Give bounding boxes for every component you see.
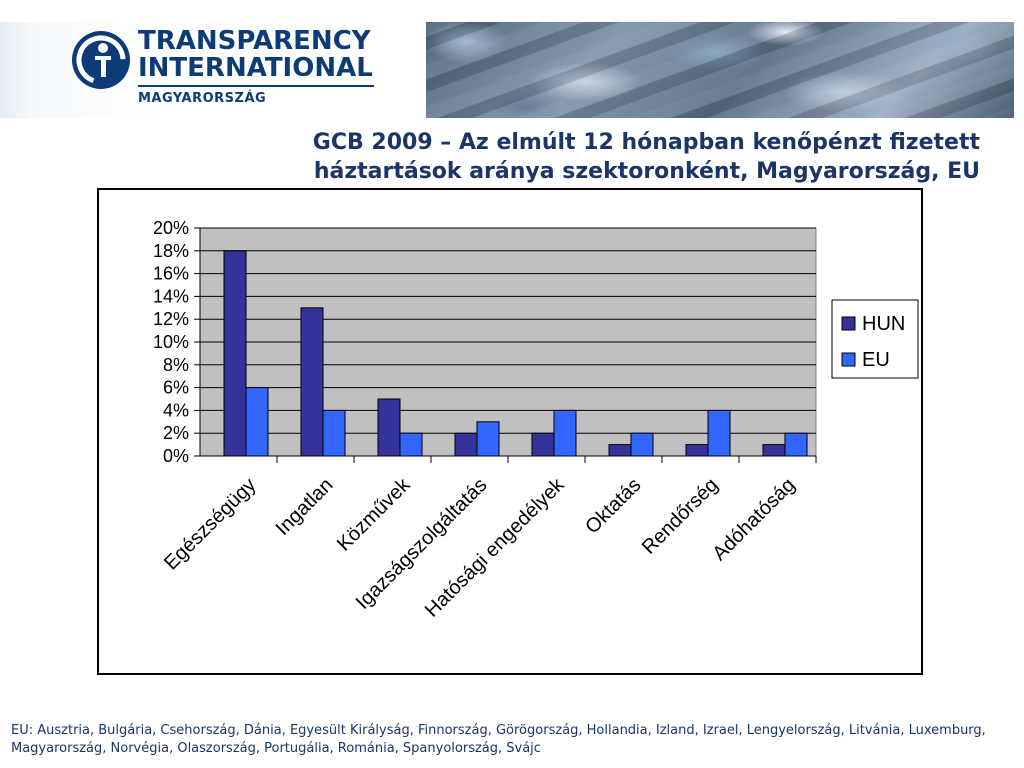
y-tick-label: 2% [163,423,189,443]
bar-eu [322,409,346,457]
y-tick-label: 16% [153,264,189,284]
bar-hun [454,432,478,457]
slide-title-line-2: háztartások aránya szektoronként, Magyar… [313,159,980,184]
x-category-label: Igazságszolgáltatás [352,474,492,614]
slide-title: GCB 2009 – Az elmúlt 12 hónapban kenőpén… [160,128,980,186]
bar-eu [707,409,731,457]
y-tick-label: 0% [163,446,189,466]
bar-hun [685,444,709,457]
footnote: EU: Ausztria, Bulgária, Csehország, Dáni… [11,723,986,756]
bar-hun [223,250,247,457]
x-category-label: Hatósági engedélyek [421,473,569,621]
y-tick-label: 12% [153,309,189,329]
bar-hun [608,444,632,457]
logo-area: TRANSPARENCY INTERNATIONAL MAGYARORSZÁG [0,22,426,118]
x-category-label: Oktatás [581,474,645,538]
x-category-label: Adóhatóság [708,474,799,565]
x-category-label: Egészségügy [160,474,260,574]
y-tick-label: 4% [163,400,189,420]
bar-eu [553,409,577,457]
logo-line-international: INTERNATIONAL [138,53,373,83]
y-tick-label: 10% [153,332,189,352]
logo-line-transparency: TRANSPARENCY [138,26,371,56]
bar-hun [531,432,555,457]
legend-label-hun: HUN [862,313,905,335]
bar-eu [784,432,808,457]
bar-hun [300,307,324,457]
logo-line-country: MAGYARORSZÁG [138,91,267,106]
y-tick-label: 14% [153,286,189,306]
bar-chart: 0%2%4%6%8%10%12%14%16%18%20%Egészségügy I… [153,218,919,622]
bar-eu [399,432,423,457]
x-category-label: Rendőrség [638,474,723,559]
logo-divider [138,85,374,87]
y-tick-label: 8% [163,355,189,375]
stone-texture-overlay [426,22,1014,118]
bar-hun [762,444,786,457]
header-banner: TRANSPARENCY INTERNATIONAL MAGYARORSZÁG [0,22,1014,118]
bar-eu [630,432,654,457]
bar-eu [476,421,500,457]
y-tick-label: 18% [153,241,189,261]
x-category-label: Közművek [333,473,415,555]
chart-frame: 0% 2% 4% 6% 8% 10% 12% 14% 16% 18% 20% Egészségügy I… [97,188,923,675]
legend-swatch-hun [841,316,856,331]
y-tick-label: 6% [163,378,189,398]
x-category-label: Ingatlan [272,474,338,540]
bar-eu [245,387,269,457]
slide-title-line-1: GCB 2009 – Az elmúlt 12 hónapban kenőpén… [312,130,980,155]
legend-label-eu: EU [862,349,890,371]
bar-hun [377,398,401,457]
stone-texture-banner [426,22,1014,118]
ti-logo-icon [72,31,130,89]
logo-wordmark: TRANSPARENCY INTERNATIONAL MAGYARORSZÁG [138,28,374,106]
legend-swatch-eu [841,352,856,367]
y-tick-label: 20% [153,218,189,238]
